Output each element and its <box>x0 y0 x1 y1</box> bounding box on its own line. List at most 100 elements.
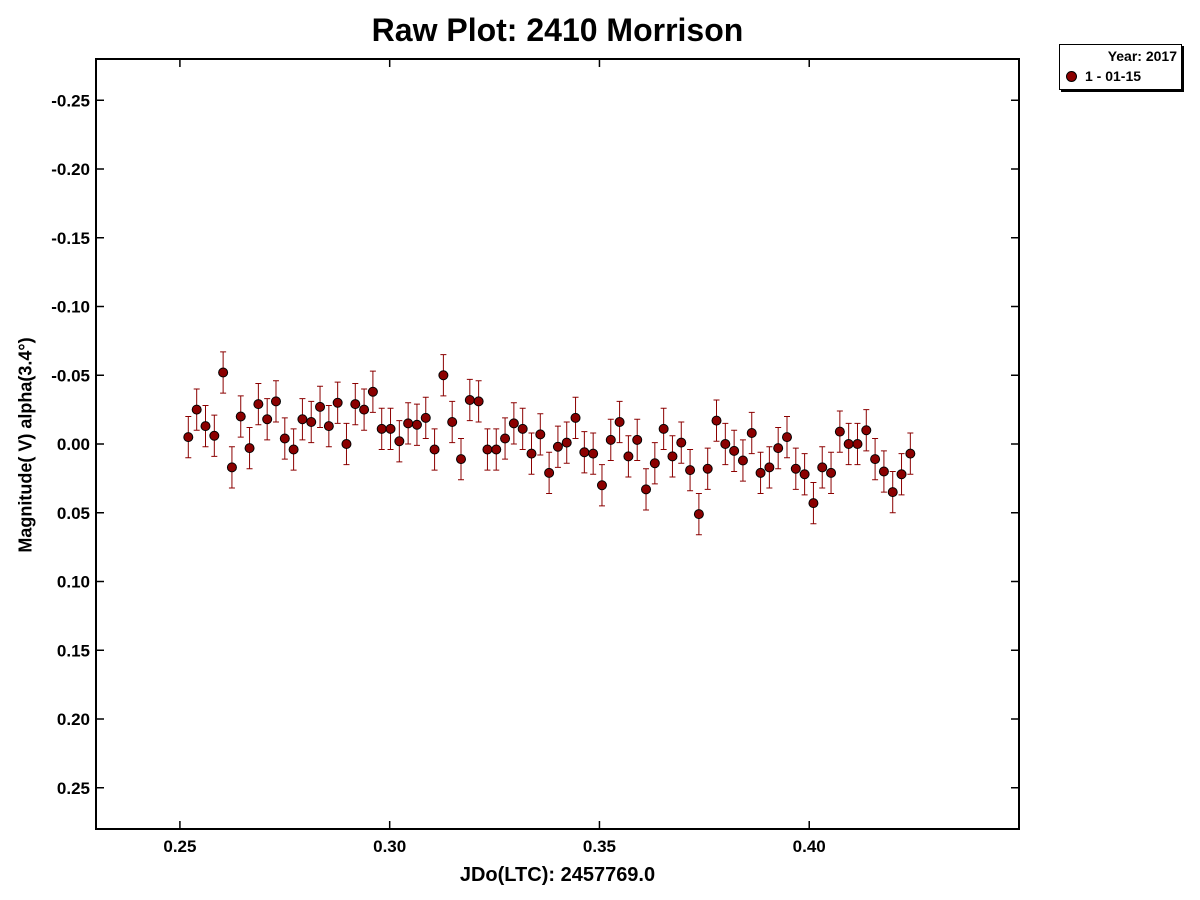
point-marker <box>861 425 872 436</box>
data-point <box>297 398 308 441</box>
data-point <box>262 398 273 441</box>
data-point <box>852 422 863 466</box>
point-marker <box>614 417 625 427</box>
y-tick-label: 0.00 <box>57 435 90 454</box>
point-marker <box>385 423 396 434</box>
chart-title: Raw Plot: 2410 Morrison <box>371 12 744 48</box>
data-point <box>306 400 317 444</box>
point-marker <box>517 423 528 434</box>
point-marker <box>341 439 352 449</box>
data-point <box>376 407 387 450</box>
point-marker <box>834 426 845 437</box>
data-point <box>279 417 290 460</box>
data-point <box>649 442 660 485</box>
data-point <box>235 395 246 438</box>
point-marker <box>649 458 660 469</box>
point-marker <box>641 484 652 495</box>
x-tick-label: 0.25 <box>163 837 196 856</box>
data-point <box>552 425 563 468</box>
point-marker <box>350 399 361 410</box>
y-tick-label: 0.05 <box>57 504 90 523</box>
point-marker <box>870 454 881 465</box>
point-marker <box>667 451 678 462</box>
point-marker <box>403 418 414 429</box>
legend-entry: 1 - 01-15 <box>1066 68 1141 84</box>
data-point <box>244 427 255 470</box>
data-point <box>473 380 484 423</box>
point-marker <box>561 437 572 448</box>
data-point <box>658 407 669 450</box>
x-tick-label: 0.35 <box>583 837 616 856</box>
point-marker <box>746 428 757 438</box>
data-point <box>183 416 194 459</box>
y-tick-label: -0.15 <box>51 229 90 248</box>
data-point <box>315 385 326 428</box>
point-marker <box>570 412 581 423</box>
data-point <box>905 432 916 475</box>
point-marker <box>588 448 599 459</box>
data-point <box>544 451 555 494</box>
point-marker <box>685 465 696 476</box>
point-marker <box>878 466 889 477</box>
point-marker <box>773 443 784 454</box>
point-marker <box>729 445 740 456</box>
point-marker <box>306 417 317 427</box>
data-point <box>834 410 845 453</box>
point-marker <box>279 433 290 444</box>
data-point <box>861 409 872 452</box>
data-point <box>464 378 475 422</box>
data-point <box>438 354 449 397</box>
y-tick-label: 0.25 <box>57 779 90 798</box>
x-tick-label: 0.30 <box>373 837 406 856</box>
data-point <box>817 446 828 489</box>
axes-layer: 0.25 0.30 0.35 0.40 -0.25 -0.20 -0.15 -0.10 -0.0… <box>51 59 1019 856</box>
point-marker <box>420 412 431 423</box>
point-marker <box>755 467 766 478</box>
point-marker <box>491 444 502 455</box>
data-point <box>870 438 881 481</box>
y-tick-label: -0.10 <box>51 298 90 317</box>
data-point <box>781 416 792 459</box>
data-point <box>808 482 819 525</box>
data-point <box>209 414 220 457</box>
y-tick-label: -0.05 <box>51 366 90 385</box>
point-marker <box>332 397 343 408</box>
data-point <box>755 451 766 494</box>
point-marker <box>183 432 194 443</box>
data-point <box>596 464 607 507</box>
data-point <box>323 405 334 448</box>
data-point <box>641 468 652 511</box>
y-tick-label: -0.20 <box>51 160 90 179</box>
y-tick-label: 0.15 <box>57 641 90 660</box>
legend: Year: 2017 1 - 01-15 <box>1059 44 1182 90</box>
legend-entry-label: 1 - 01-15 <box>1085 68 1142 84</box>
point-marker <box>632 434 643 445</box>
point-marker <box>720 439 731 449</box>
data-point <box>711 399 722 442</box>
point-marker <box>623 451 634 462</box>
data-point <box>411 403 422 446</box>
data-point <box>491 428 502 471</box>
data-point <box>191 388 202 431</box>
data-point <box>429 428 440 471</box>
point-marker <box>367 386 378 397</box>
point-marker <box>200 421 211 432</box>
data-point <box>500 417 511 460</box>
data-points <box>183 351 916 536</box>
point-marker <box>605 434 616 445</box>
point-marker <box>790 463 801 474</box>
point-marker <box>226 462 237 473</box>
data-point <box>482 428 493 471</box>
point-marker <box>764 462 775 473</box>
point-marker <box>702 463 713 474</box>
data-point <box>270 380 281 423</box>
data-point <box>790 447 801 490</box>
data-point <box>200 405 211 448</box>
point-marker <box>826 467 837 478</box>
data-point <box>332 381 343 424</box>
data-point <box>667 435 678 478</box>
data-point <box>632 418 643 461</box>
data-point <box>720 422 731 466</box>
data-point <box>605 418 616 461</box>
point-marker <box>218 367 229 378</box>
